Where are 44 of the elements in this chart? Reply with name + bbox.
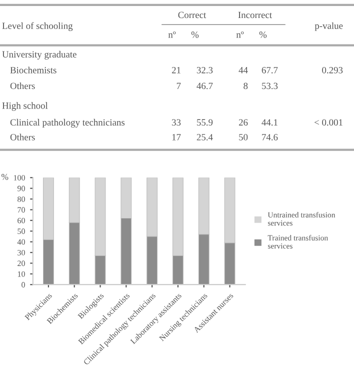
text: Biochemists [10,66,56,74]
y-tick-label: 90 [17,186,25,192]
y-tick-label: 70 [18,207,25,213]
y-tick-label: 0 [22,282,25,288]
text: 7 [176,82,181,90]
text: 32.3 [196,66,213,74]
text: Clinical pathology technicians [10,118,125,128]
text: 44 [238,67,248,74]
y-tick-label: 40 [17,239,25,245]
y-tick-label: 30 [18,250,25,256]
text: 53.3 [262,82,278,90]
text: Others [10,134,35,140]
text: 17 [172,134,181,140]
text: Level of schooling [2,22,73,31]
text: 50 [239,134,248,140]
text: 8 [244,82,248,90]
text: p-value [314,22,343,31]
text: nº [168,31,176,38]
text: 33 [172,119,181,126]
y-tick-label: 80 [18,196,25,202]
text: 67.7 [262,66,278,74]
text: % [259,31,267,38]
text: % [191,31,199,38]
text: 26 [238,119,248,126]
y-tick-label: 10 [18,271,25,277]
y-tick-label: 60 [18,218,25,224]
text: 55.9 [197,119,213,126]
text: nº [236,31,244,38]
y-tick-label: 20 [18,260,25,266]
y-tick-label: 50 [18,228,25,234]
text: University graduate [2,50,76,60]
text: Correct [178,12,206,18]
y-axis-title: % [2,174,8,180]
y-tick-label: 100 [14,175,25,181]
text: Incorrect [238,12,272,18]
text: 25.4 [196,134,213,140]
text: Others [10,82,35,90]
text: 46.7 [196,82,213,90]
text: 74.6 [262,134,278,140]
text: 21 [172,66,180,74]
text: < 0.001 [314,119,342,126]
text: 44.1 [262,119,278,126]
text: High school [2,102,48,111]
text: 0.293 [322,66,343,74]
